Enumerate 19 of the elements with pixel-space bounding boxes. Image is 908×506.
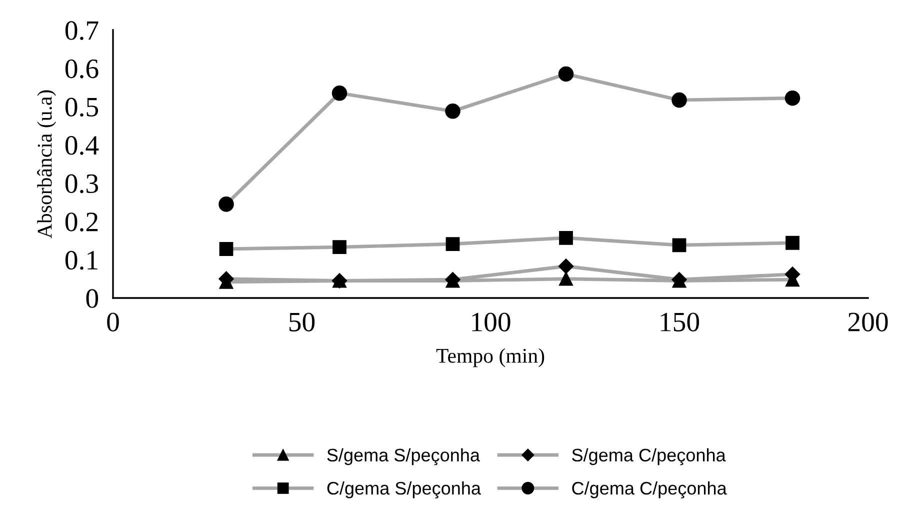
x-tick-label: 0 — [107, 312, 119, 332]
legend-label: C/gema C/peçonha — [572, 481, 727, 498]
y-axis-title: Absorbância (u.a) — [37, 90, 56, 238]
y-tick-label: 0.6 — [65, 59, 98, 78]
y-tick-label: 0.7 — [65, 21, 98, 40]
y-tick-label: 0.1 — [65, 250, 98, 270]
legend-label: S/gema C/peçonha — [572, 448, 726, 466]
y-tick-label: 0 — [86, 289, 98, 308]
x-tick-label: 200 — [848, 312, 888, 332]
x-tick-label: 50 — [289, 312, 315, 332]
legend-label: S/gema S/peçonha — [327, 448, 480, 466]
y-tick-label: 0.4 — [65, 136, 99, 155]
x-axis-title: Tempo (min) — [436, 348, 544, 368]
x-tick-label: 150 — [660, 312, 700, 332]
y-tick-label: 0.3 — [65, 174, 98, 194]
y-tick-label: 0.5 — [65, 98, 98, 117]
x-tick-label: 100 — [472, 312, 510, 332]
legend-label: C/gema S/peçonha — [327, 481, 481, 498]
y-tick-label: 0.2 — [65, 212, 98, 232]
